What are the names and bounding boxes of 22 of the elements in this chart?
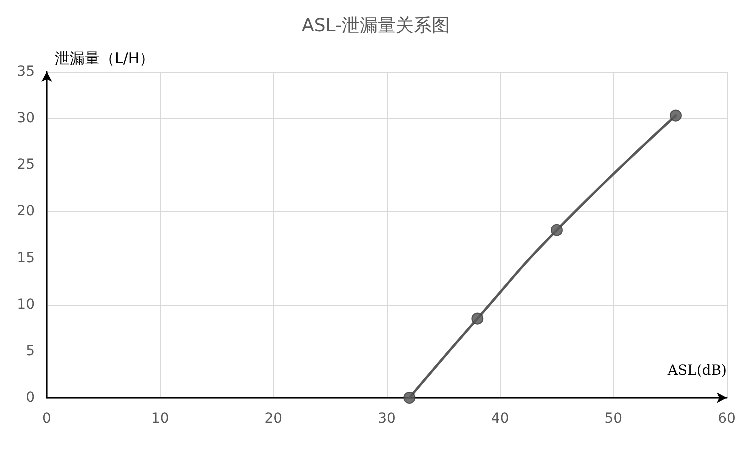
y-tick-label: 0 xyxy=(26,390,35,406)
x-tick-label: 60 xyxy=(718,411,736,427)
point xyxy=(472,312,484,325)
y-tick-label: 35 xyxy=(17,64,35,80)
point xyxy=(670,110,682,122)
y-tick-label: 5 xyxy=(26,343,35,360)
chart-title: ASL-泄漏量关系图 xyxy=(302,16,450,36)
x-tick-label: 50 xyxy=(604,411,623,427)
x-tick-label: 20 xyxy=(264,411,283,427)
x-tick-label: 10 xyxy=(151,411,170,427)
point xyxy=(551,224,563,236)
y-tick-label: 25 xyxy=(17,157,35,174)
x-axis-title: ASL(dB) xyxy=(666,363,727,379)
point xyxy=(404,392,416,404)
x-tick-label: 0 xyxy=(42,411,52,427)
x-tick-label: 40 xyxy=(491,411,510,427)
y-tick-label: 30 xyxy=(17,110,35,127)
y-axis-title: 泄漏量（L/H） xyxy=(55,50,155,68)
y-tick-label: 10 xyxy=(17,296,35,313)
y-tick-label: 20 xyxy=(17,204,35,220)
x-tick-label: 30 xyxy=(378,411,396,427)
y-tick-label: 15 xyxy=(17,250,35,266)
